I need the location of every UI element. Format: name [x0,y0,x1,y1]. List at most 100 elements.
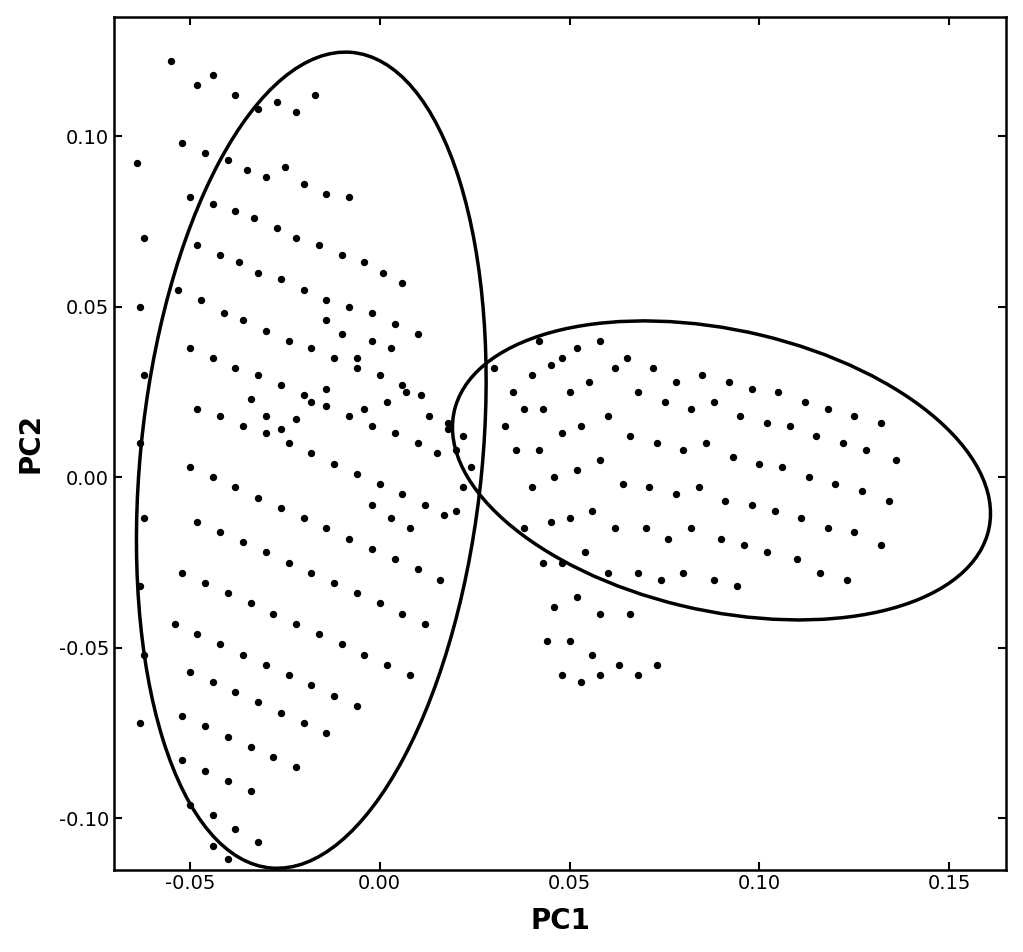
Point [220,152,236,168]
Point [205,807,221,823]
Point [303,446,319,461]
Point [819,521,836,536]
Point [569,589,585,605]
Point [607,361,623,376]
Point [584,647,601,663]
Point [394,378,410,393]
Point [349,698,365,713]
Point [383,510,399,526]
Point [535,402,551,417]
Point [591,667,608,683]
Point [318,312,335,327]
Point [759,415,775,430]
Point [462,460,479,475]
Point [364,419,381,434]
Point [618,350,634,366]
Point [801,469,817,485]
Point [364,497,381,512]
Point [409,327,426,342]
Point [873,538,889,553]
Point [196,146,213,161]
Point [318,381,335,396]
Point [227,88,243,103]
Point [250,490,266,506]
Point [683,402,700,417]
Point [276,159,293,174]
Point [675,565,692,581]
Point [728,579,745,594]
Point [265,606,281,622]
Point [744,497,760,512]
Point [212,408,228,424]
Point [258,323,274,338]
Point [212,525,228,540]
Point [649,435,665,450]
Point [318,187,335,202]
Point [333,248,350,263]
Point [287,411,304,426]
Point [303,340,319,355]
Point [706,572,722,587]
Point [706,394,722,409]
Point [436,507,452,523]
Point [380,657,396,672]
Point [303,565,319,581]
Point [273,422,290,437]
Point [417,497,434,512]
Point [189,626,206,642]
Point [839,572,855,587]
Point [356,647,372,663]
Point [724,449,741,465]
Point [695,367,711,383]
Point [349,350,365,366]
Point [280,435,297,450]
Point [562,633,578,648]
Point [234,312,251,327]
Point [630,565,647,581]
Point [234,647,251,663]
Point [797,394,813,409]
Point [227,821,243,836]
Point [220,852,236,867]
Point [205,197,221,212]
Point [181,189,197,205]
Point [524,367,540,383]
Point [553,667,570,683]
Point [717,493,733,508]
Point [181,664,197,680]
Point [296,282,312,297]
Point [258,426,274,441]
Point [231,255,248,270]
Point [258,408,274,424]
Point [364,542,381,557]
Point [132,435,148,450]
Point [398,385,414,400]
Point [371,367,388,383]
Point [238,163,255,178]
Point [174,565,190,581]
Point [326,575,343,590]
Point [591,333,608,348]
Point [205,674,221,689]
Point [250,367,266,383]
Point [759,545,775,560]
Point [409,562,426,577]
Point [828,476,844,491]
Point [205,838,221,853]
Point [562,510,578,526]
Point [751,456,767,471]
Point [371,596,388,611]
Point [333,637,350,652]
Point [273,378,290,393]
Point [383,340,399,355]
Point [881,493,897,508]
Point [227,480,243,495]
Point [227,684,243,700]
Point [189,514,206,529]
Point [599,565,616,581]
Point [591,452,608,467]
Point [380,394,396,409]
Point [189,77,206,92]
Point [196,719,213,734]
Point [637,521,654,536]
